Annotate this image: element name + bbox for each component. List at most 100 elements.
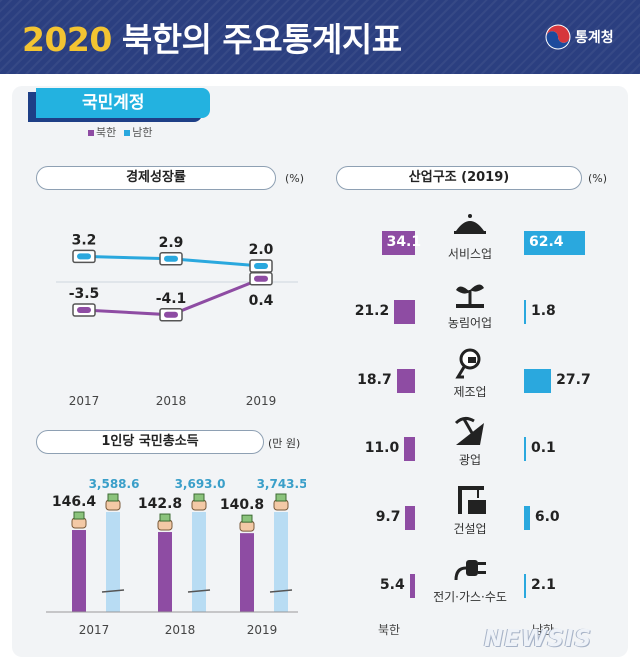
- growth-label-south-2017: 3.2: [72, 232, 97, 248]
- industry-bar-south-5: [524, 574, 527, 598]
- title-year: 2020: [22, 20, 112, 59]
- industry-category-label-2: 제조업: [453, 385, 487, 399]
- gni-x-tick-2018: 2018: [165, 623, 196, 637]
- gni-bar-north-2018: [158, 532, 172, 612]
- gni-bar-chart: 146.4 3,588.6 2017 142.8 3,693.0 2018 140.8 3,7…: [46, 477, 306, 637]
- growth-point-south-2017: [72, 249, 96, 264]
- gni-bar-south-2018: [192, 512, 206, 612]
- gni-label-north-2019: 140.8: [220, 497, 264, 513]
- growth-label-south-2018: 2.9: [159, 235, 184, 251]
- growth-point-north-2017-band: [77, 307, 91, 313]
- growth-point-south-2018-band: [164, 255, 178, 262]
- growth-point-north-2018-band: [164, 311, 178, 318]
- growth-label-north-2017: -3.5: [69, 286, 100, 302]
- industry-category-label-0: 서비스업: [447, 247, 493, 261]
- gni-label-north-2018: 142.8: [138, 496, 182, 512]
- industry-category-label-5: 전기·가스·수도: [433, 590, 507, 604]
- title-text: 북한의 주요통계지표: [121, 20, 402, 59]
- growth-x-tick-2018: 2018: [156, 394, 187, 408]
- mining-icon: [454, 416, 484, 445]
- industry-category-label-1: 농림어업: [447, 316, 493, 330]
- industry-footer-north: 북한: [378, 623, 401, 637]
- gni-bar-north-2019: [240, 533, 254, 612]
- gni-label-south-2019: 3,743.5: [257, 477, 306, 491]
- growth-point-south-2018: [159, 252, 183, 266]
- statistics-korea-logo-icon: [545, 24, 571, 50]
- industry-label-north-5: 5.4: [379, 577, 405, 593]
- header: 2020 북한의 주요통계지표 통계청: [0, 0, 640, 74]
- industry-label-south-0: 62.4: [529, 234, 564, 250]
- industry-bar-north-1: [394, 300, 415, 324]
- industry-label-south-4: 6.0: [534, 509, 560, 525]
- growth-label-north-2019: 0.4: [249, 293, 274, 309]
- org-name: 통계청: [575, 30, 614, 46]
- industry-label-north-4: 9.7: [375, 509, 401, 525]
- industry-category-label-3: 광업: [458, 453, 482, 467]
- industry-bar-south-3: [524, 437, 526, 461]
- growth-point-north-2019-band: [254, 275, 268, 282]
- industry-label-north-1: 21.2: [354, 303, 390, 319]
- industry-bar-north-3: [404, 437, 415, 461]
- gni-money-south-2017: [107, 493, 119, 502]
- gni-bar-north-2017: [72, 530, 86, 612]
- gni-bar-south-2017: [106, 512, 120, 612]
- growth-point-south-2017-band: [77, 253, 91, 260]
- growth-point-south-2019: [249, 259, 273, 273]
- industry-bar-north-2: [396, 369, 415, 393]
- growth-x-tick-2017: 2017: [69, 394, 100, 408]
- industry-bar-north-5: [409, 574, 415, 598]
- section-tab: 국민계정: [36, 88, 210, 118]
- gni-money-north-2018: [159, 513, 171, 522]
- industry-category-label-4: 건설업: [453, 522, 487, 536]
- growth-point-north-2017: [72, 303, 96, 317]
- industry-label-south-2: 27.7: [556, 372, 591, 388]
- industry-label-north-3: 11.0: [364, 440, 400, 456]
- industry-bar-south-1: [524, 300, 526, 324]
- industry-bar-south-0: [524, 231, 586, 255]
- newsis-watermark: NEWSIS: [484, 626, 593, 652]
- industry-label-south-1: 1.8: [531, 303, 556, 319]
- growth-label-south-2019: 2.0: [249, 242, 274, 258]
- industry-bar-south-2: [524, 369, 552, 393]
- gni-money-north-2019: [241, 514, 253, 523]
- gni-label-north-2017: 146.4: [52, 494, 97, 510]
- gni-label-south-2017: 3,588.6: [89, 477, 140, 491]
- construction-icon: [458, 486, 486, 514]
- industry-bar-south-4: [524, 506, 530, 530]
- gni-break-mark-2019: [269, 589, 293, 593]
- header-pattern: [0, 0, 640, 74]
- gni-x-tick-2019: 2019: [247, 623, 278, 637]
- industry-label-south-5: 2.1: [531, 577, 556, 593]
- growth-x-tick-2019: 2019: [246, 394, 277, 408]
- growth-label-north-2018: -4.1: [156, 291, 187, 307]
- growth-point-north-2019: [249, 272, 273, 286]
- gni-x-tick-2017: 2017: [79, 623, 110, 637]
- gni-break-mark-2018: [187, 589, 211, 593]
- manufacturing-icon: [455, 348, 481, 379]
- growth-unit: (%): [285, 172, 305, 185]
- industry-chart-title: 산업구조 (2019): [336, 166, 582, 190]
- gni-break-mark-2017: [101, 589, 125, 593]
- gni-bar-south-2019: [274, 512, 288, 612]
- gni-money-south-2018: [193, 493, 205, 502]
- growth-chart-title: 경제성장률: [36, 166, 276, 190]
- industry-label-south-3: 0.1: [531, 440, 556, 456]
- gni-money-north-2017: [73, 511, 85, 520]
- industry-label-north-0: 34.1: [386, 234, 422, 250]
- industry-footer-south: 남한: [532, 623, 555, 637]
- service-icon: [454, 214, 486, 234]
- growth-point-south-2019-band: [254, 263, 268, 269]
- legend-south: 남한: [124, 124, 153, 140]
- growth-line-chart: 3.2 -3.5 2017 2.9 -4.1 2018 2.0 0.4 2019: [56, 232, 298, 408]
- industry-bar-north-0: [381, 231, 415, 255]
- industry-bar-north-4: [405, 506, 415, 530]
- gni-chart-title: 1인당 국민총소득: [36, 430, 264, 454]
- gni-unit: (만 원): [268, 437, 301, 450]
- gni-money-south-2019: [275, 493, 287, 502]
- growth-point-north-2018: [159, 308, 183, 322]
- legend-north: 북한: [88, 124, 116, 140]
- page-title: 2020 북한의 주요통계지표: [22, 13, 402, 61]
- gni-label-south-2018: 3,693.0: [175, 477, 226, 491]
- legend: 북한 남한: [88, 124, 153, 140]
- industry-unit: (%): [588, 172, 608, 185]
